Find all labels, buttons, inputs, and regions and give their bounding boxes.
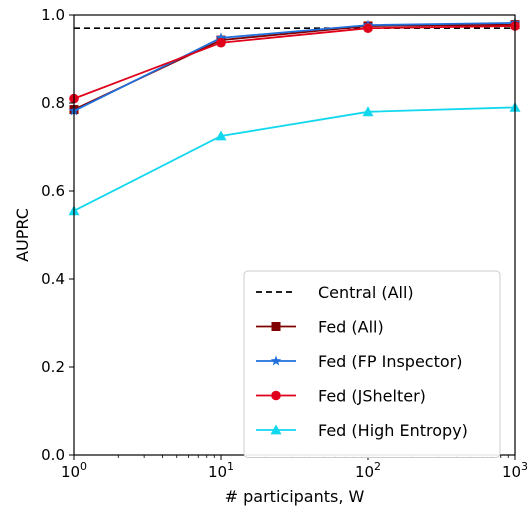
data-point bbox=[362, 106, 374, 117]
series-line bbox=[73, 106, 516, 212]
data-point bbox=[216, 37, 226, 48]
data-point bbox=[215, 32, 227, 43]
y-tick-label: 0.8 bbox=[41, 94, 65, 112]
y-axis-title: AUPRC bbox=[13, 208, 32, 262]
y-tick-label: 0.4 bbox=[41, 270, 65, 288]
x-tick-label: 103 bbox=[502, 460, 528, 481]
legend-label: Fed (High Entropy) bbox=[318, 421, 468, 440]
x-tick-label: 102 bbox=[355, 460, 381, 481]
legend-marker bbox=[270, 424, 282, 435]
legend-marker bbox=[271, 390, 281, 401]
x-tick-label: 100 bbox=[61, 460, 87, 481]
y-tick-label: 1.0 bbox=[41, 6, 65, 24]
legend-label: Fed (FP Inspector) bbox=[318, 352, 462, 371]
y-tick-label: 0.2 bbox=[41, 358, 65, 376]
data-point bbox=[215, 130, 227, 141]
legend-marker bbox=[270, 355, 282, 366]
legend: Central (All) Fed (All) Fed (FP Inspector)… bbox=[243, 270, 501, 458]
legend-label: Fed (JShelter) bbox=[318, 387, 426, 406]
y-tick-label: 0.6 bbox=[41, 182, 65, 200]
x-axis-title: # participants, W bbox=[225, 487, 365, 506]
x-tick-label: 101 bbox=[208, 460, 234, 481]
legend-box bbox=[243, 270, 501, 458]
legend-marker bbox=[271, 322, 281, 331]
legend-label: Fed (All) bbox=[318, 318, 384, 337]
y-tick-label: 0.0 bbox=[41, 446, 65, 464]
series-line bbox=[73, 25, 516, 100]
plot-area bbox=[68, 17, 521, 216]
data-point bbox=[363, 23, 373, 33]
series-line bbox=[73, 22, 516, 112]
series-line bbox=[73, 23, 516, 111]
legend-label: Central (All) bbox=[318, 283, 414, 302]
